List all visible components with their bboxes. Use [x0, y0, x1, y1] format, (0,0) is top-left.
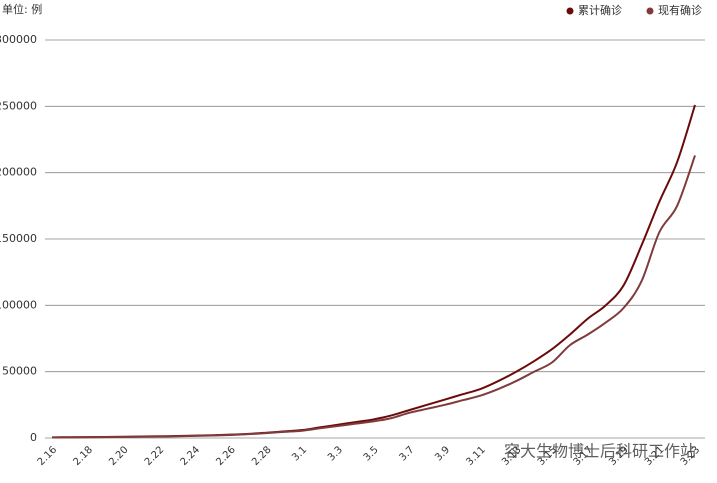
- y-tick-label: 300000: [0, 33, 37, 46]
- x-tick-label: 2.20: [107, 444, 131, 468]
- y-tick-label: 200000: [0, 166, 37, 179]
- legend-marker: [646, 7, 654, 15]
- x-tick-label: 2.26: [214, 444, 238, 468]
- line-series: [51, 155, 696, 439]
- line-series: [51, 104, 696, 439]
- legend-marker: [566, 7, 574, 15]
- legend-label: 现有确诊: [658, 3, 702, 17]
- x-tick-label: 2.22: [143, 444, 167, 468]
- y-tick-label: 50000: [2, 365, 37, 378]
- x-tick-label: 3.11: [464, 444, 488, 468]
- y-tick-label: 150000: [0, 232, 37, 245]
- y-tick-label: 0: [30, 431, 37, 444]
- x-tick-label: 3.3: [326, 444, 345, 463]
- x-tick-label: 2.28: [250, 444, 274, 468]
- legend-label: 累计确诊: [578, 3, 622, 17]
- x-tick-label: 2.18: [71, 444, 95, 468]
- watermark: 容大生物博士后科研工作站: [504, 442, 696, 461]
- x-tick-label: 2.24: [179, 444, 203, 468]
- x-tick-label: 3.1: [290, 444, 309, 463]
- legend-item: 现有确诊: [646, 3, 702, 17]
- x-tick-label: 3.7: [397, 444, 416, 463]
- y-tick-label: 100000: [0, 298, 37, 311]
- unit-label: 单位: 例: [2, 2, 42, 16]
- legend-item: 累计确诊: [566, 3, 622, 17]
- x-tick-label: 3.5: [362, 444, 381, 463]
- y-tick-label: 250000: [0, 99, 37, 112]
- x-tick-label: 2.16: [36, 444, 60, 468]
- x-tick-label: 3.9: [433, 444, 452, 463]
